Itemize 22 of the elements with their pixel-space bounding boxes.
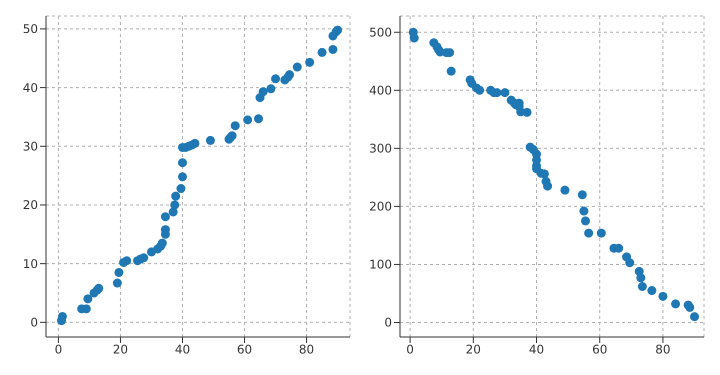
y-tick-label: 100 xyxy=(369,258,392,272)
x-tick-label: 60 xyxy=(236,342,252,357)
y-tick-label: 0 xyxy=(30,316,38,330)
y-tick-label: 20 xyxy=(22,198,38,212)
y-tick-label: 500 xyxy=(369,26,392,40)
x-tick-label: 80 xyxy=(298,342,314,357)
x-tick-label: 0 xyxy=(406,342,414,357)
y-tick-label: 50 xyxy=(22,22,38,36)
y-tick-label: 30 xyxy=(22,140,38,154)
x-tick-label: 80 xyxy=(655,342,671,357)
y-tick-label: 0 xyxy=(384,316,392,330)
x-tick-label: 0 xyxy=(54,342,62,357)
x-tick-label: 60 xyxy=(592,342,608,357)
y-tick-label: 200 xyxy=(369,200,392,214)
x-tick-label: 40 xyxy=(528,342,544,357)
y-tick-label: 400 xyxy=(369,84,392,98)
x-tick-label: 20 xyxy=(112,342,128,357)
y-tick-label: 40 xyxy=(22,80,38,95)
x-tick-label: 20 xyxy=(466,342,481,357)
y-tick-label: 10 xyxy=(22,256,38,271)
y-tick-label: 300 xyxy=(369,142,392,156)
x-tick-label: 40 xyxy=(174,342,190,357)
